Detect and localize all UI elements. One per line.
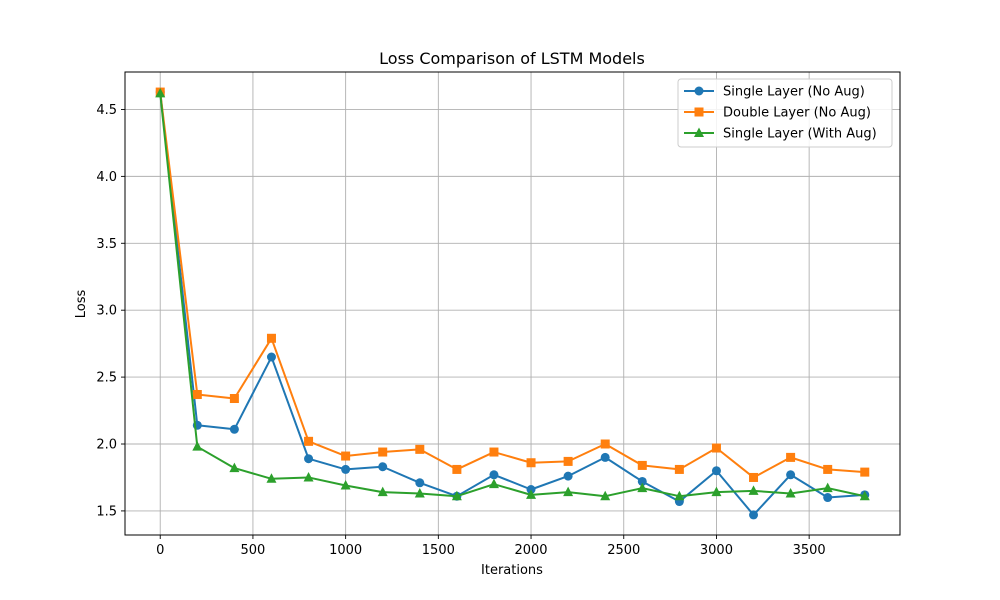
- data-point: [786, 470, 796, 480]
- series-line: [159, 91, 865, 516]
- legend-marker: [694, 86, 704, 96]
- data-point: [266, 352, 276, 362]
- y-tick-label: 4.0: [96, 170, 117, 185]
- x-tick-label: 2000: [514, 543, 547, 558]
- legend-label: Double Layer (No Aug): [723, 106, 871, 121]
- data-point: [378, 462, 388, 472]
- x-tick-label: 0: [156, 543, 164, 558]
- y-axis-title: Loss: [74, 290, 89, 319]
- legend-item: Single Layer (No Aug): [684, 85, 865, 100]
- legend: Single Layer (No Aug) Double Layer (No Au…: [677, 78, 893, 148]
- data-point: [823, 493, 833, 503]
- data-point: [600, 490, 611, 501]
- y-axis: 1.5 2.0 2.5 3.0 3.5 4.0 4.5: [96, 103, 125, 519]
- data-point: [341, 464, 351, 474]
- data-point: [749, 472, 759, 482]
- x-tick-label: 3500: [793, 543, 826, 558]
- data-point: [822, 482, 833, 493]
- data-point: [637, 460, 647, 470]
- series-3: [155, 87, 870, 501]
- y-tick-label: 3.5: [96, 237, 117, 252]
- data-point: [823, 464, 833, 474]
- data-point: [674, 490, 685, 501]
- data-point: [266, 333, 276, 343]
- x-tick-label: 1000: [329, 543, 362, 558]
- legend-item: Double Layer (No Aug): [684, 106, 871, 121]
- series-1: [155, 87, 870, 520]
- grid: [125, 72, 900, 535]
- data-point: [229, 424, 239, 434]
- data-point: [377, 486, 388, 497]
- data-point: [229, 394, 239, 404]
- data-point: [563, 456, 573, 466]
- data-point: [749, 510, 759, 520]
- y-tick-label: 2.5: [96, 371, 117, 386]
- data-point: [378, 447, 388, 457]
- data-point: [155, 87, 166, 98]
- chart-title: Loss Comparison of LSTM Models: [379, 49, 645, 68]
- data-point: [785, 488, 796, 498]
- data-point: [711, 466, 721, 476]
- data-point: [229, 462, 240, 473]
- data-point: [526, 458, 536, 468]
- x-tick-label: 1500: [422, 543, 455, 558]
- data-point: [192, 441, 203, 451]
- legend-marker: [694, 107, 704, 117]
- data-point: [786, 452, 796, 462]
- data-point: [415, 444, 425, 454]
- data-point: [304, 436, 314, 446]
- data-point: [563, 486, 574, 497]
- data-point: [415, 478, 425, 488]
- data-point: [674, 464, 684, 474]
- data-point: [600, 452, 610, 462]
- legend-label: Single Layer (With Aug): [723, 127, 877, 142]
- data-point: [266, 473, 277, 483]
- y-tick-label: 4.5: [96, 103, 117, 118]
- data-point: [860, 467, 870, 477]
- data-point: [637, 476, 647, 486]
- y-tick-label: 2.0: [96, 438, 117, 453]
- data-point: [304, 454, 314, 464]
- y-tick-label: 3.0: [96, 304, 117, 319]
- data-point: [451, 490, 462, 501]
- x-tick-label: 500: [241, 543, 266, 558]
- x-tick-label: 2500: [607, 543, 640, 558]
- data-point: [489, 447, 499, 457]
- data-point: [637, 482, 648, 493]
- data-point: [303, 471, 314, 482]
- x-axis: 0 500 1000 1500 2000 2500 3000 3500: [156, 535, 826, 558]
- data-point: [414, 488, 425, 498]
- data-point: [859, 490, 870, 501]
- data-point: [711, 486, 722, 497]
- data-point: [711, 443, 721, 453]
- data-point: [488, 478, 499, 489]
- x-tick-label: 3000: [700, 543, 733, 558]
- series-2: [155, 87, 870, 482]
- data-point: [489, 470, 499, 480]
- data-point: [526, 489, 537, 499]
- x-axis-title: Iterations: [481, 563, 543, 578]
- legend-box: [677, 78, 893, 148]
- legend-item: Single Layer (With Aug): [684, 127, 877, 142]
- data-point: [340, 479, 351, 490]
- data-point: [452, 464, 462, 474]
- data-point: [341, 451, 351, 461]
- plot-frame: [124, 71, 901, 536]
- series-line: [159, 93, 865, 498]
- y-tick-label: 1.5: [96, 504, 117, 519]
- series-layer: [155, 87, 870, 520]
- series-line: [159, 91, 865, 479]
- legend-label: Single Layer (No Aug): [723, 85, 865, 100]
- data-point: [192, 389, 202, 399]
- data-point: [563, 471, 573, 481]
- legend-marker: [694, 127, 704, 137]
- data-point: [600, 439, 610, 449]
- data-point: [748, 485, 759, 495]
